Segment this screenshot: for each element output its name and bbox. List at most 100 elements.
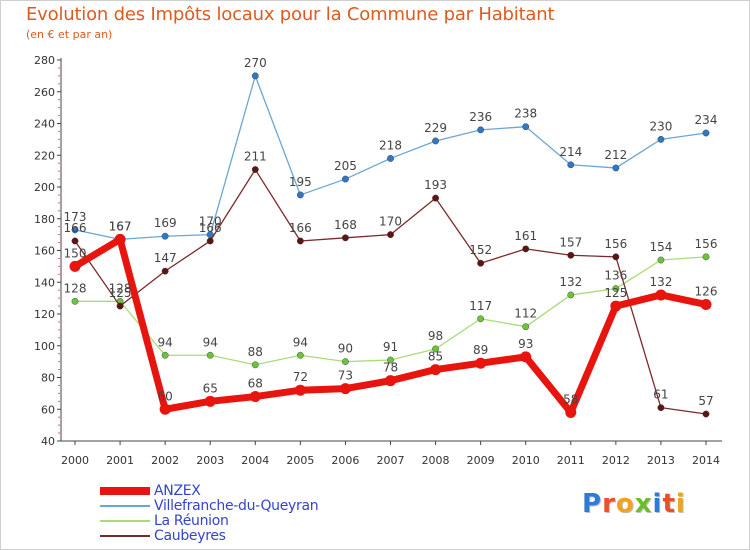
- data-point: [206, 237, 214, 245]
- data-point: [520, 351, 532, 363]
- data-point: [477, 259, 485, 267]
- data-point: [610, 300, 622, 312]
- data-point: [567, 161, 575, 169]
- data-point: [657, 135, 665, 143]
- data-point: [296, 351, 304, 359]
- data-label: 85: [428, 350, 443, 364]
- data-point: [71, 237, 79, 245]
- data-point: [430, 364, 442, 376]
- data-point: [567, 291, 575, 299]
- data-label: 132: [559, 275, 582, 289]
- x-tick-label: 2001: [106, 454, 134, 467]
- data-point: [161, 351, 169, 359]
- logo-letter: r: [602, 489, 616, 519]
- y-tick-label: 160: [34, 245, 55, 258]
- data-label: 270: [244, 56, 267, 70]
- data-point: [700, 298, 712, 310]
- data-point: [657, 256, 665, 264]
- x-tick-label: 2012: [602, 454, 630, 467]
- x-tick-label: 2003: [196, 454, 224, 467]
- legend-swatch: [100, 535, 150, 537]
- data-point: [475, 357, 487, 369]
- x-tick-label: 2000: [61, 454, 89, 467]
- data-point: [159, 403, 171, 415]
- data-label: 93: [518, 337, 533, 351]
- data-point: [116, 302, 124, 310]
- legend-swatch: [100, 487, 150, 495]
- legend-swatch: [100, 505, 150, 507]
- series-caubeyres: [71, 166, 710, 418]
- data-point: [565, 406, 577, 418]
- data-point: [251, 361, 259, 369]
- legend-label: La Réunion: [154, 513, 229, 529]
- data-label: 170: [199, 215, 222, 229]
- data-point: [477, 315, 485, 323]
- data-labels-layer: 173 167 169 170 270 195 205 218 229 236 238 214 212 2…: [64, 56, 718, 408]
- data-point: [69, 260, 81, 272]
- data-point: [657, 404, 665, 412]
- data-point: [342, 175, 349, 183]
- data-point: [342, 234, 349, 242]
- data-label: 91: [383, 340, 398, 354]
- data-label: 65: [203, 381, 218, 395]
- data-label: 218: [379, 138, 402, 152]
- data-label: 136: [604, 269, 627, 283]
- logo-letter: P: [582, 489, 603, 519]
- y-tick-label: 280: [34, 54, 55, 67]
- data-point: [71, 297, 79, 305]
- y-tick-label: 60: [41, 403, 55, 416]
- data-point: [477, 126, 485, 134]
- data-label: 156: [695, 237, 718, 251]
- data-label: 125: [604, 286, 627, 300]
- data-point: [432, 345, 439, 353]
- data-label: 170: [379, 215, 402, 229]
- data-point: [567, 251, 575, 259]
- x-tick-label: 2011: [557, 454, 585, 467]
- data-point: [249, 391, 261, 403]
- data-point: [612, 164, 620, 172]
- data-label: 112: [514, 307, 537, 321]
- y-tick-label: 240: [34, 118, 55, 131]
- data-point: [432, 194, 439, 202]
- data-label: 94: [293, 335, 308, 349]
- series-layer: [69, 72, 712, 418]
- data-label: 150: [64, 246, 87, 260]
- data-label: 147: [154, 251, 177, 265]
- y-tick-label: 80: [41, 372, 55, 385]
- data-point: [612, 285, 620, 292]
- data-label: 230: [649, 119, 672, 133]
- series-la-r-union: [71, 253, 710, 369]
- axes: 40 60 80 100 120 140 160 180 200 220 240 260 280 2000…: [34, 54, 722, 467]
- data-point: [161, 232, 169, 240]
- y-tick-label: 180: [34, 213, 55, 226]
- logo-letter: i: [675, 489, 686, 519]
- y-tick-label: 100: [34, 340, 55, 353]
- data-label: 205: [334, 159, 357, 173]
- data-label: 166: [64, 221, 87, 235]
- y-tick-label: 200: [34, 181, 55, 194]
- data-label: 167: [109, 219, 132, 233]
- data-label: 58: [563, 392, 578, 406]
- data-point: [385, 375, 396, 387]
- data-label: 57: [698, 394, 713, 408]
- data-label: 212: [604, 148, 627, 162]
- data-point: [612, 253, 620, 261]
- data-point: [296, 191, 304, 199]
- x-tick-label: 2004: [241, 454, 269, 467]
- data-label: 117: [469, 299, 492, 313]
- x-tick-label: 2014: [692, 454, 720, 467]
- data-label: 61: [653, 388, 668, 402]
- x-tick-label: 2009: [467, 454, 495, 467]
- data-point: [702, 410, 710, 418]
- data-label: 125: [109, 286, 132, 300]
- data-label: 168: [334, 218, 357, 232]
- series-line-anzex: [71, 235, 710, 416]
- chart-subtitle: (en € et par an): [26, 28, 113, 41]
- data-label: 195: [289, 175, 312, 189]
- data-label: 167: [109, 219, 132, 233]
- logo-letter: x: [634, 489, 653, 519]
- x-tick-label: 2013: [647, 454, 675, 467]
- data-point: [522, 123, 530, 131]
- logo-letter: t: [662, 489, 676, 519]
